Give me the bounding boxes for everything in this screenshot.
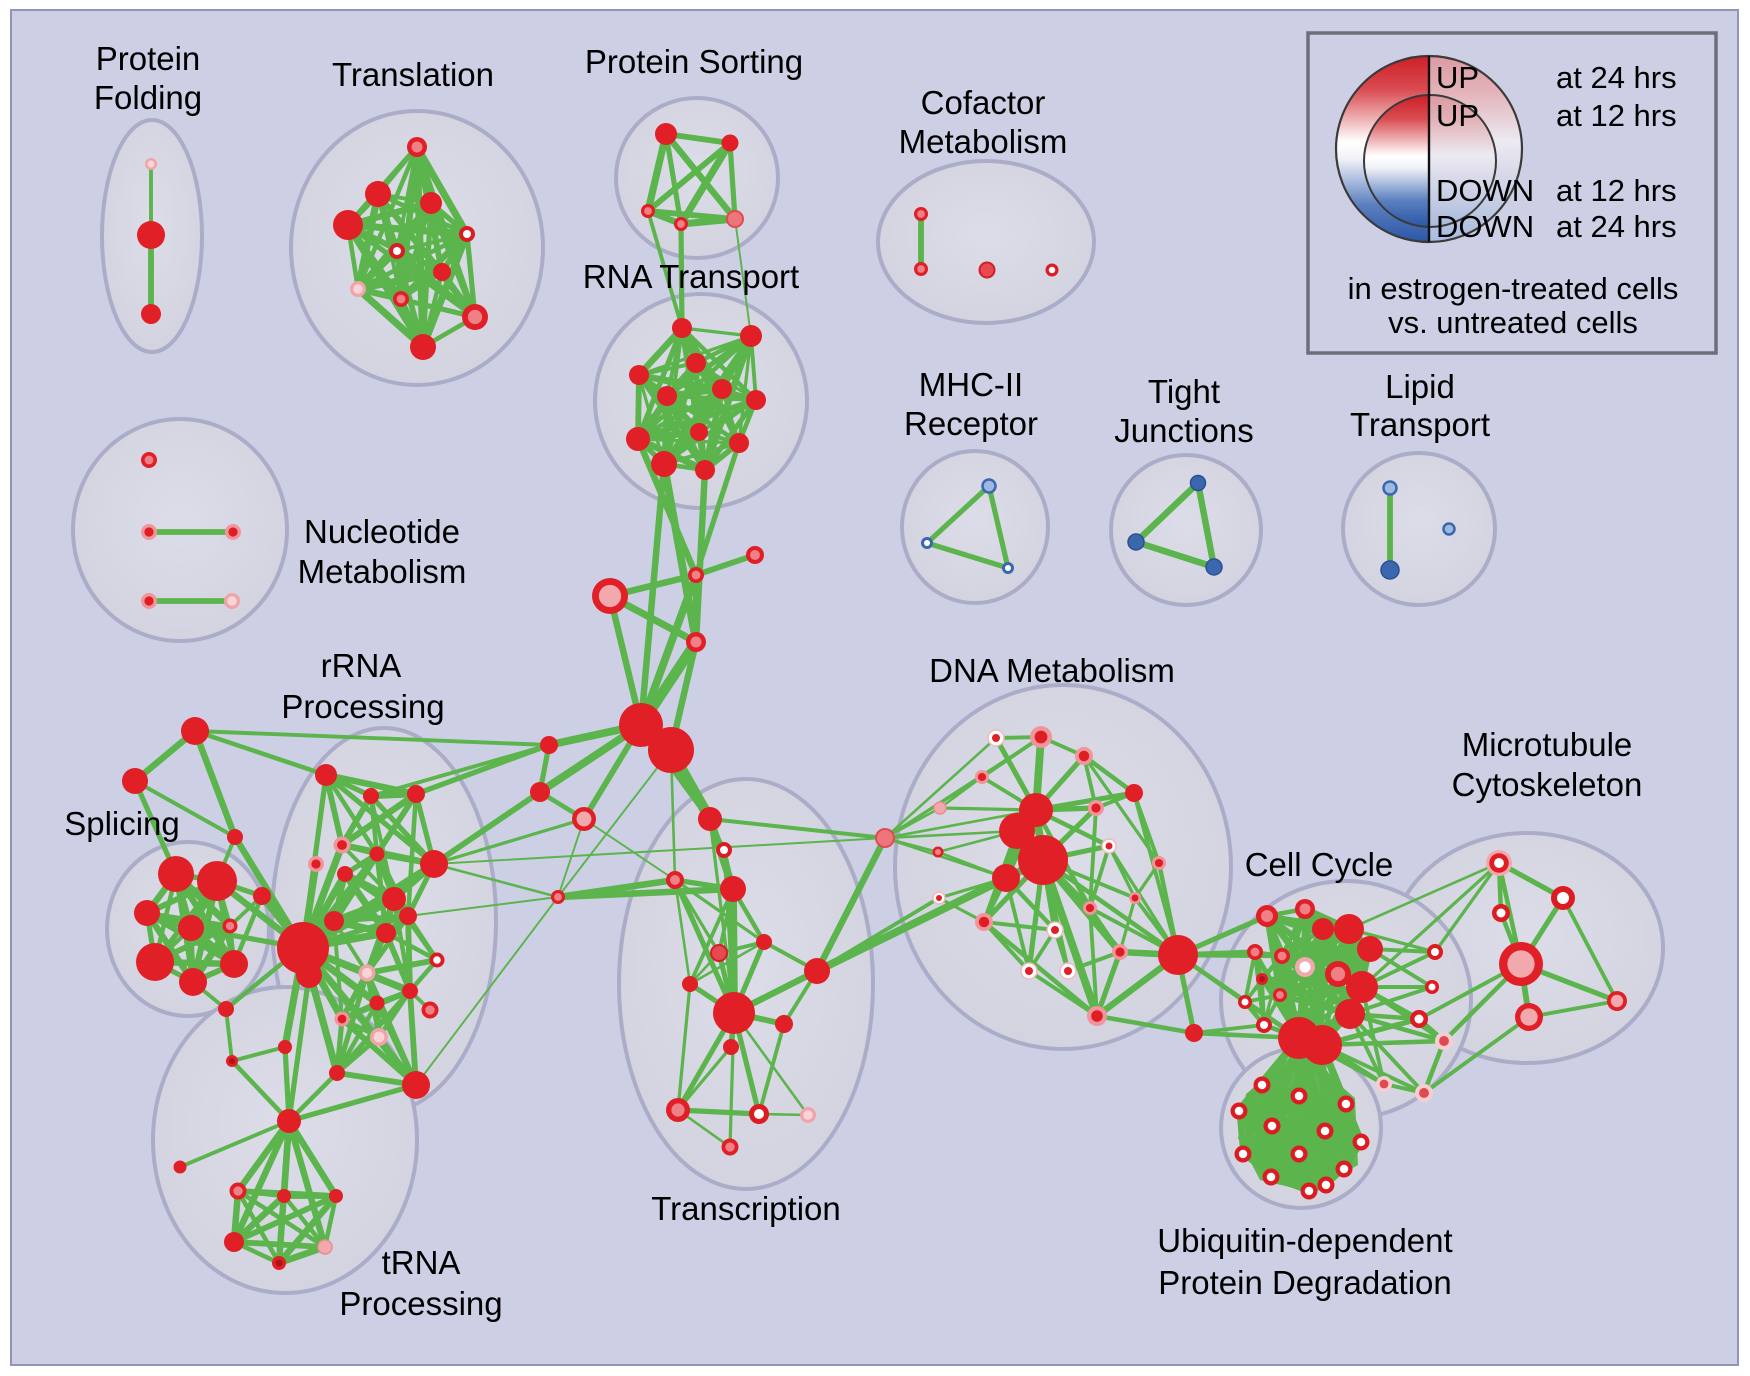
svg-text:at 24 hrs: at 24 hrs	[1556, 209, 1677, 244]
svg-text:Junctions: Junctions	[1114, 412, 1253, 449]
svg-text:Protein Degradation: Protein Degradation	[1158, 1264, 1452, 1301]
svg-text:at 12 hrs: at 12 hrs	[1556, 173, 1677, 208]
svg-text:Protein Sorting: Protein Sorting	[585, 43, 803, 80]
svg-text:DNA Metabolism: DNA Metabolism	[929, 652, 1175, 689]
svg-text:tRNA: tRNA	[382, 1244, 461, 1281]
svg-text:Metabolism: Metabolism	[899, 123, 1068, 160]
svg-text:Receptor: Receptor	[904, 405, 1038, 442]
svg-text:rRNA: rRNA	[321, 647, 402, 684]
svg-text:Splicing: Splicing	[64, 805, 180, 842]
svg-text:Translation: Translation	[332, 56, 494, 93]
svg-text:Metabolism: Metabolism	[298, 553, 467, 590]
svg-text:DOWN: DOWN	[1436, 173, 1534, 208]
svg-text:Transport: Transport	[1350, 406, 1490, 443]
svg-text:Lipid: Lipid	[1385, 368, 1455, 405]
svg-text:Ubiquitin-dependent: Ubiquitin-dependent	[1157, 1222, 1452, 1259]
svg-text:Cofactor: Cofactor	[921, 84, 1046, 121]
svg-text:in estrogen-treated cells: in estrogen-treated cells	[1348, 271, 1679, 306]
svg-text:Protein: Protein	[96, 40, 201, 77]
svg-text:Microtubule: Microtubule	[1462, 726, 1633, 763]
svg-text:UP: UP	[1436, 98, 1479, 133]
svg-text:RNA Transport: RNA Transport	[583, 258, 799, 295]
svg-text:at 12 hrs: at 12 hrs	[1556, 98, 1677, 133]
svg-text:Tight: Tight	[1148, 373, 1220, 410]
svg-text:Processing: Processing	[339, 1285, 502, 1322]
svg-text:Processing: Processing	[281, 688, 444, 725]
svg-text:UP: UP	[1436, 60, 1479, 95]
svg-text:MHC-II: MHC-II	[919, 366, 1023, 403]
svg-text:vs. untreated cells: vs. untreated cells	[1388, 305, 1638, 340]
svg-text:Cytoskeleton: Cytoskeleton	[1452, 766, 1643, 803]
svg-text:Folding: Folding	[94, 79, 202, 116]
svg-text:Transcription: Transcription	[651, 1190, 841, 1227]
svg-text:DOWN: DOWN	[1436, 209, 1534, 244]
svg-text:at 24 hrs: at 24 hrs	[1556, 60, 1677, 95]
svg-text:Cell Cycle: Cell Cycle	[1245, 846, 1394, 883]
svg-text:Nucleotide: Nucleotide	[304, 513, 460, 550]
